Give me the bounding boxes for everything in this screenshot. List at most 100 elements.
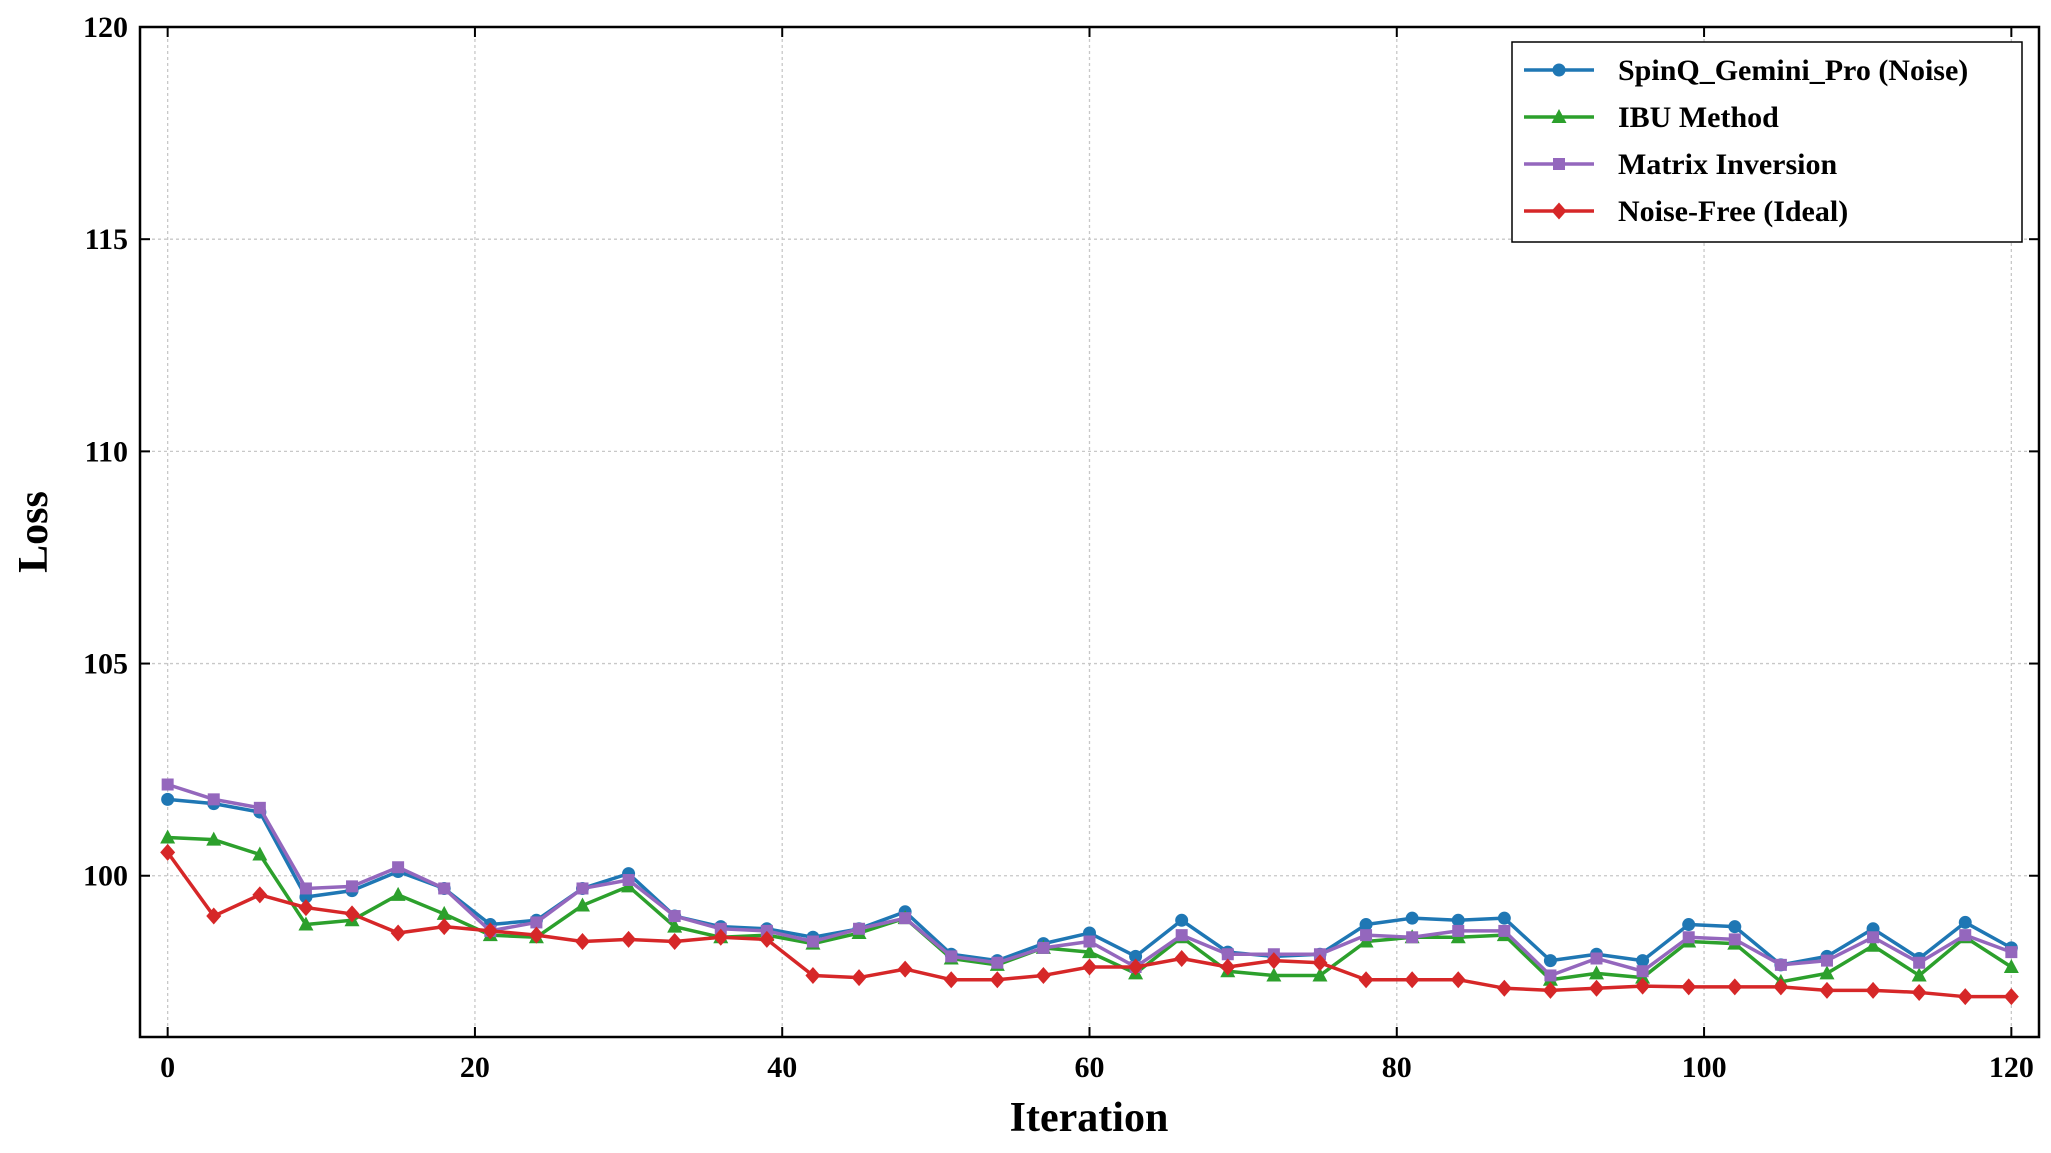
y-tick-label: 110 bbox=[85, 435, 128, 468]
data-point bbox=[1129, 949, 1143, 963]
data-point bbox=[2005, 946, 2018, 959]
series-lines bbox=[160, 778, 2019, 1006]
legend-swatch-marker bbox=[1553, 158, 1565, 170]
data-point bbox=[945, 950, 958, 963]
y-tick-label: 120 bbox=[83, 11, 128, 44]
data-point bbox=[1542, 981, 1558, 999]
legend-swatch-marker bbox=[1551, 202, 1567, 220]
data-point bbox=[436, 905, 452, 920]
data-point bbox=[806, 935, 819, 948]
data-point bbox=[1452, 924, 1465, 937]
data-point bbox=[1175, 929, 1188, 942]
legend-item: SpinQ_Gemini_Pro (Noise) bbox=[1524, 54, 1968, 87]
data-point bbox=[1451, 913, 1465, 927]
data-point bbox=[1911, 983, 1927, 1001]
y-tick-label: 100 bbox=[83, 860, 128, 893]
y-tick-label: 105 bbox=[83, 648, 128, 681]
data-point bbox=[482, 922, 498, 940]
data-point bbox=[897, 960, 913, 978]
data-point bbox=[1589, 979, 1605, 997]
data-point bbox=[390, 924, 406, 942]
legend-item: IBU Method bbox=[1524, 101, 1779, 134]
data-point bbox=[576, 882, 589, 895]
data-point bbox=[1727, 978, 1743, 996]
data-point bbox=[390, 886, 406, 901]
data-point bbox=[2003, 958, 2019, 973]
data-point bbox=[161, 792, 175, 806]
data-point bbox=[759, 930, 775, 948]
legend-box bbox=[1511, 41, 2023, 243]
data-point bbox=[991, 956, 1004, 969]
data-point bbox=[1496, 979, 1512, 997]
data-point bbox=[667, 918, 683, 933]
data-point bbox=[1958, 915, 1972, 929]
data-point bbox=[574, 897, 590, 912]
data-point bbox=[1450, 971, 1466, 989]
data-point bbox=[1681, 978, 1697, 996]
x-tick-label: 80 bbox=[1382, 1051, 1412, 1084]
data-point bbox=[1174, 949, 1190, 967]
x-axis-title: Iteration bbox=[1010, 1095, 1169, 1141]
legend-label: SpinQ_Gemini_Pro (Noise) bbox=[1618, 54, 1968, 87]
data-point bbox=[1175, 913, 1189, 927]
data-point bbox=[1497, 911, 1511, 925]
data-point bbox=[1590, 952, 1603, 965]
data-point bbox=[1082, 958, 1097, 976]
data-point bbox=[1312, 967, 1328, 982]
legend-swatch-marker bbox=[1552, 63, 1566, 77]
data-point bbox=[1589, 965, 1605, 980]
legend-item: Noise-Free (Ideal) bbox=[1524, 195, 1848, 228]
data-point bbox=[1728, 933, 1741, 946]
series-4 bbox=[160, 843, 2019, 1006]
data-point bbox=[1544, 969, 1557, 982]
data-point bbox=[1082, 944, 1097, 959]
legend-item: Matrix Inversion bbox=[1524, 148, 1837, 181]
series-3 bbox=[161, 778, 2018, 982]
data-point bbox=[161, 778, 174, 791]
data-point bbox=[252, 846, 268, 861]
data-point bbox=[1774, 958, 1787, 971]
data-point bbox=[1959, 929, 1972, 942]
tick-labels: 0 20 40 60 80 100 120 100 105 110 115 120 bbox=[83, 11, 2034, 1084]
data-point bbox=[1312, 954, 1328, 972]
x-tick-label: 0 bbox=[160, 1051, 175, 1084]
data-point bbox=[1635, 977, 1651, 995]
data-point bbox=[160, 829, 176, 844]
data-point bbox=[1037, 941, 1050, 954]
data-point bbox=[2003, 988, 2019, 1006]
data-point bbox=[622, 873, 635, 886]
data-point bbox=[207, 793, 220, 806]
data-point bbox=[436, 918, 452, 936]
data-point bbox=[1819, 981, 1835, 999]
data-point bbox=[667, 933, 683, 951]
data-point bbox=[805, 966, 821, 984]
data-point bbox=[1636, 965, 1649, 978]
data-point bbox=[528, 926, 544, 944]
data-point bbox=[1773, 978, 1789, 996]
y-tick-label: 115 bbox=[85, 223, 128, 256]
data-point bbox=[853, 922, 866, 935]
data-point bbox=[1819, 965, 1835, 980]
data-point bbox=[1404, 971, 1420, 989]
data-point bbox=[1820, 954, 1833, 967]
ticks bbox=[140, 26, 2039, 1037]
data-point bbox=[530, 916, 543, 929]
data-point bbox=[899, 912, 912, 925]
data-point bbox=[253, 801, 266, 814]
data-point bbox=[1035, 966, 1051, 984]
data-point bbox=[1867, 931, 1880, 944]
data-point bbox=[621, 930, 637, 948]
data-point bbox=[1865, 981, 1881, 999]
data-point bbox=[1128, 958, 1144, 976]
data-point bbox=[1728, 920, 1742, 934]
data-point bbox=[252, 886, 268, 904]
data-point bbox=[344, 905, 360, 923]
data-point bbox=[1083, 935, 1096, 948]
data-point bbox=[1221, 948, 1234, 961]
data-point bbox=[1266, 952, 1282, 970]
data-point bbox=[1220, 958, 1236, 976]
x-tick-label: 20 bbox=[460, 1051, 490, 1084]
data-point bbox=[1358, 971, 1374, 989]
legend-label: Noise-Free (Ideal) bbox=[1618, 195, 1848, 228]
data-point bbox=[1359, 918, 1373, 932]
